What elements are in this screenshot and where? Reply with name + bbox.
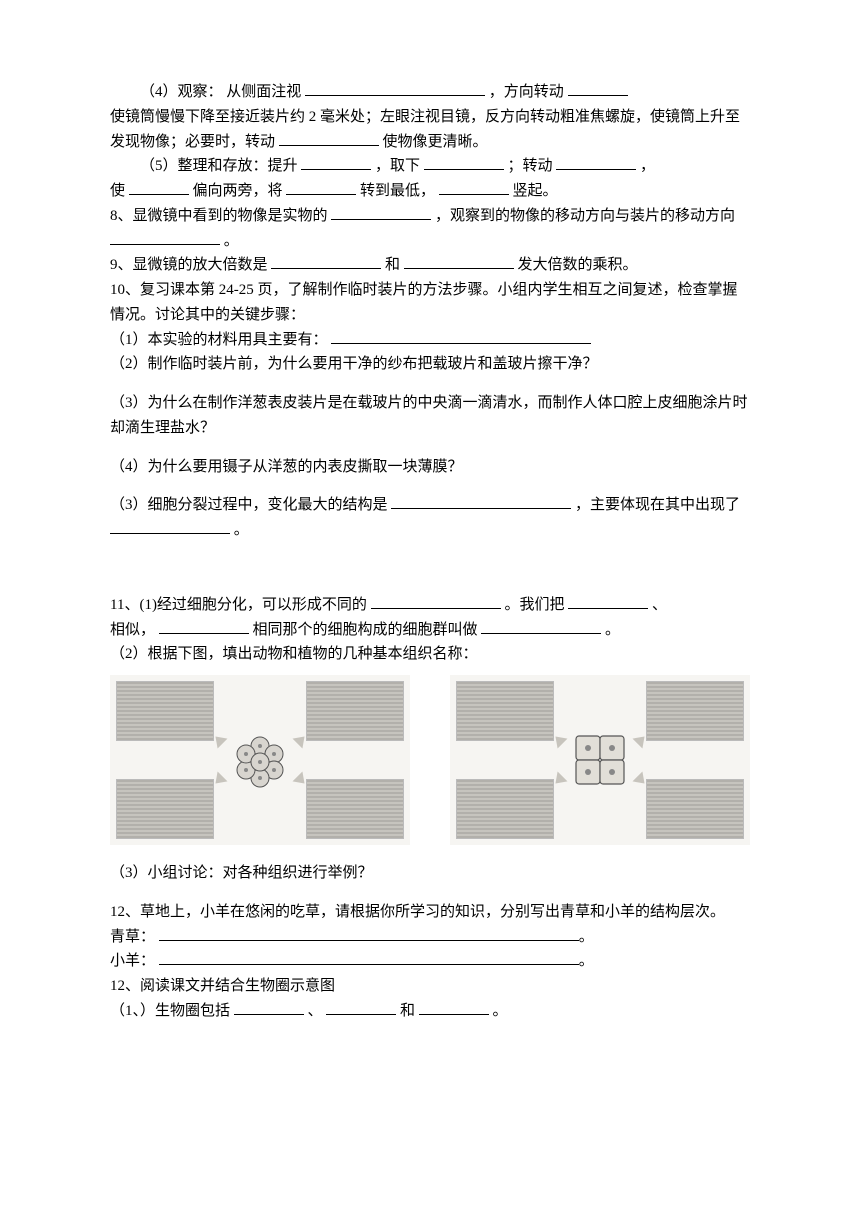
q12b-head: 12、阅读课文并结合生物圈示意图 — [110, 974, 750, 999]
blank[interactable] — [404, 253, 514, 269]
blank[interactable] — [271, 253, 381, 269]
t: 。 — [605, 622, 620, 638]
q9: 9、显微镜的放大倍数是 和 发大倍数的乘积。 — [110, 253, 750, 278]
blank[interactable] — [279, 130, 379, 146]
t: （1）本实验的材料用具主要有： — [110, 332, 328, 348]
blank[interactable] — [159, 618, 249, 634]
blank[interactable] — [129, 179, 189, 195]
tissue-image — [646, 681, 744, 741]
blank[interactable] — [556, 154, 636, 170]
t: ；转动 — [508, 158, 553, 174]
q12a-sheep: 小羊： 。 — [110, 949, 750, 974]
q4-intro-b: ，方向转动 — [489, 84, 564, 100]
t: （5）整理和存放：提升 — [140, 158, 298, 174]
t: （1、）生物圈包括 — [110, 1003, 230, 1019]
blank[interactable] — [326, 999, 396, 1015]
q10-head: 10、复习课本第 24-25 页，了解制作临时装片的方法步骤。小组内学生相互之间… — [110, 278, 750, 328]
blank[interactable] — [371, 593, 501, 609]
animal-tissue-panel — [110, 675, 410, 845]
q8: 8、显微镜中看到的物像是实物的 ，观察到的物像的移动方向与装片的移动方向 。 — [110, 204, 750, 254]
tissue-image — [456, 681, 554, 741]
t: 相同那个的细胞构成的细胞群叫做 — [253, 622, 478, 638]
blank[interactable] — [331, 328, 591, 344]
blank[interactable] — [305, 80, 485, 96]
plant-cell-cluster-icon — [570, 730, 630, 790]
q12a-head: 12、草地上，小羊在悠闲的吃草，请根据你所学习的知识，分别写出青草和小羊的结构层… — [110, 900, 750, 925]
blank[interactable] — [439, 179, 509, 195]
tissue-image — [646, 779, 744, 839]
t: 青草： — [110, 929, 155, 945]
t: 和 — [400, 1003, 415, 1019]
t: 。 — [493, 1003, 508, 1019]
q10-5: （3）细胞分裂过程中，变化最大的结构是 ，主要体现在其中出现了 。 — [110, 493, 750, 543]
blank[interactable] — [568, 593, 648, 609]
t: 。 — [224, 233, 239, 249]
t: 和 — [385, 257, 400, 273]
q11-1b: 相似， 相同那个的细胞构成的细胞群叫做 。 — [110, 618, 750, 643]
blank[interactable] — [159, 949, 579, 965]
t: 偏向两旁，将 — [193, 183, 283, 199]
tissue-diagrams — [110, 675, 750, 845]
blank[interactable] — [301, 154, 371, 170]
t: 、 — [652, 597, 667, 613]
q10-4: （4）为什么要用镊子从洋葱的内表皮撕取一块薄膜？ — [110, 455, 750, 480]
t: 小羊： — [110, 953, 155, 969]
tissue-image — [306, 779, 404, 839]
blank[interactable] — [481, 618, 601, 634]
t: ， — [640, 158, 655, 174]
q10-3: （3）为什么在制作洋葱表皮装片是在载玻片的中央滴一滴清水，而制作人体口腔上皮细胞… — [110, 391, 750, 441]
t: ，观察到的物像的移动方向与装片的移动方向 — [435, 208, 735, 224]
blank[interactable] — [159, 925, 579, 941]
q11-1: 11、(1)经过细胞分化，可以形成不同的 。我们把 、 — [110, 593, 750, 618]
blank[interactable] — [391, 493, 571, 509]
blank[interactable] — [419, 999, 489, 1015]
t: 发大倍数的乘积。 — [518, 257, 638, 273]
q5-line2: 使 偏向两旁，将 转到最低， 竖起。 — [110, 179, 750, 204]
blank[interactable] — [568, 80, 628, 96]
t: 。 — [234, 522, 249, 538]
q5-line1: （5）整理和存放：提升 ，取下 ；转动 ， — [110, 154, 750, 179]
worksheet-page: （4）观察： 从侧面注视 ，方向转动 使镜筒慢慢下降至接近装片约 2 毫米处；左… — [0, 0, 860, 1216]
tissue-image — [116, 779, 214, 839]
t: 。我们把 — [504, 597, 564, 613]
t: ，取下 — [375, 158, 420, 174]
blank[interactable] — [234, 999, 304, 1015]
t: 竖起。 — [513, 183, 558, 199]
tissue-image — [116, 681, 214, 741]
q4-line1: （4）观察： 从侧面注视 ，方向转动 — [110, 80, 750, 105]
q11-3: （3）小组讨论：对各种组织进行举例？ — [110, 861, 750, 886]
q12a-grass: 青草： 。 — [110, 925, 750, 950]
t: 8、显微镜中看到的物像是实物的 — [110, 208, 328, 224]
t: ，主要体现在其中出现了 — [575, 497, 740, 513]
t: 使 — [110, 183, 125, 199]
blank[interactable] — [286, 179, 356, 195]
q12b-1: （1、）生物圈包括 、 和 。 — [110, 999, 750, 1024]
t: 9、显微镜的放大倍数是 — [110, 257, 268, 273]
tissue-image — [456, 779, 554, 839]
q4-l2b: 使物像更清晰。 — [383, 134, 488, 150]
blank[interactable] — [424, 154, 504, 170]
blank[interactable] — [331, 204, 431, 220]
tissue-image — [306, 681, 404, 741]
q4-line2: 使镜筒慢慢下降至接近装片约 2 毫米处；左眼注视目镜，反方向转动粗准焦螺旋，使镜… — [110, 105, 750, 155]
t: 相似， — [110, 622, 155, 638]
q10-2: （2）制作临时装片前，为什么要用干净的纱布把载玻片和盖玻片擦干净？ — [110, 352, 750, 377]
q4-intro-a: （4）观察： 从侧面注视 — [140, 84, 301, 100]
cell-cluster-icon — [230, 730, 290, 790]
t: 转到最低， — [360, 183, 435, 199]
blank[interactable] — [110, 229, 220, 245]
q11-2: （2）根据下图，填出动物和植物的几种基本组织名称： — [110, 642, 750, 667]
t: 11、(1)经过细胞分化，可以形成不同的 — [110, 597, 367, 613]
q10-1: （1）本实验的材料用具主要有： — [110, 328, 750, 353]
t: （3）细胞分裂过程中，变化最大的结构是 — [110, 497, 388, 513]
plant-tissue-panel — [450, 675, 750, 845]
t: 、 — [308, 1003, 323, 1019]
blank[interactable] — [110, 518, 230, 534]
